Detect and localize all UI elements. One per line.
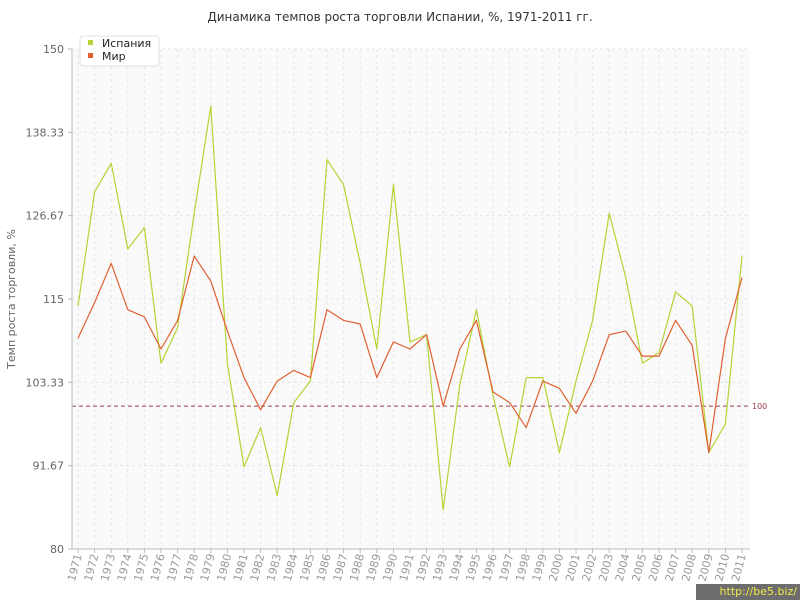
y-tick-label: 91.67	[33, 460, 65, 473]
series-group	[77, 105, 743, 511]
y-tick-label: 138.33	[26, 126, 65, 139]
legend: Испания Мир	[79, 35, 160, 67]
reference-line-label: 100	[752, 402, 767, 411]
legend-swatch-spain	[88, 40, 93, 45]
y-axis-label: Темп роста торговли, %	[5, 229, 18, 370]
x-axis-ticks: 1971197219731974197519761977197819791980…	[65, 549, 749, 583]
legend-swatch-world	[88, 53, 93, 58]
chart-title: Динамика темпов роста торговли Испании, …	[207, 10, 592, 24]
y-tick-label: 103.33	[26, 376, 65, 389]
legend-label-spain: Испания	[102, 37, 151, 50]
y-tick-label: 126.67	[26, 210, 65, 223]
y-tick-label: 80	[50, 543, 64, 556]
grid	[72, 48, 750, 550]
watermark[interactable]: http://be5.biz/	[696, 584, 800, 600]
legend-label-world: Мир	[102, 50, 126, 63]
y-tick-label: 150	[43, 43, 64, 56]
x-tick-label: 2011	[729, 552, 749, 582]
y-tick-label: 115	[43, 293, 64, 306]
series-line-0	[77, 105, 743, 511]
y-axis-ticks: 80 91.67 103.33 115 126.67 138.33 150	[26, 43, 72, 556]
series-line-1	[77, 255, 743, 454]
legend-box	[79, 35, 160, 67]
reference-line: 100	[72, 402, 767, 411]
